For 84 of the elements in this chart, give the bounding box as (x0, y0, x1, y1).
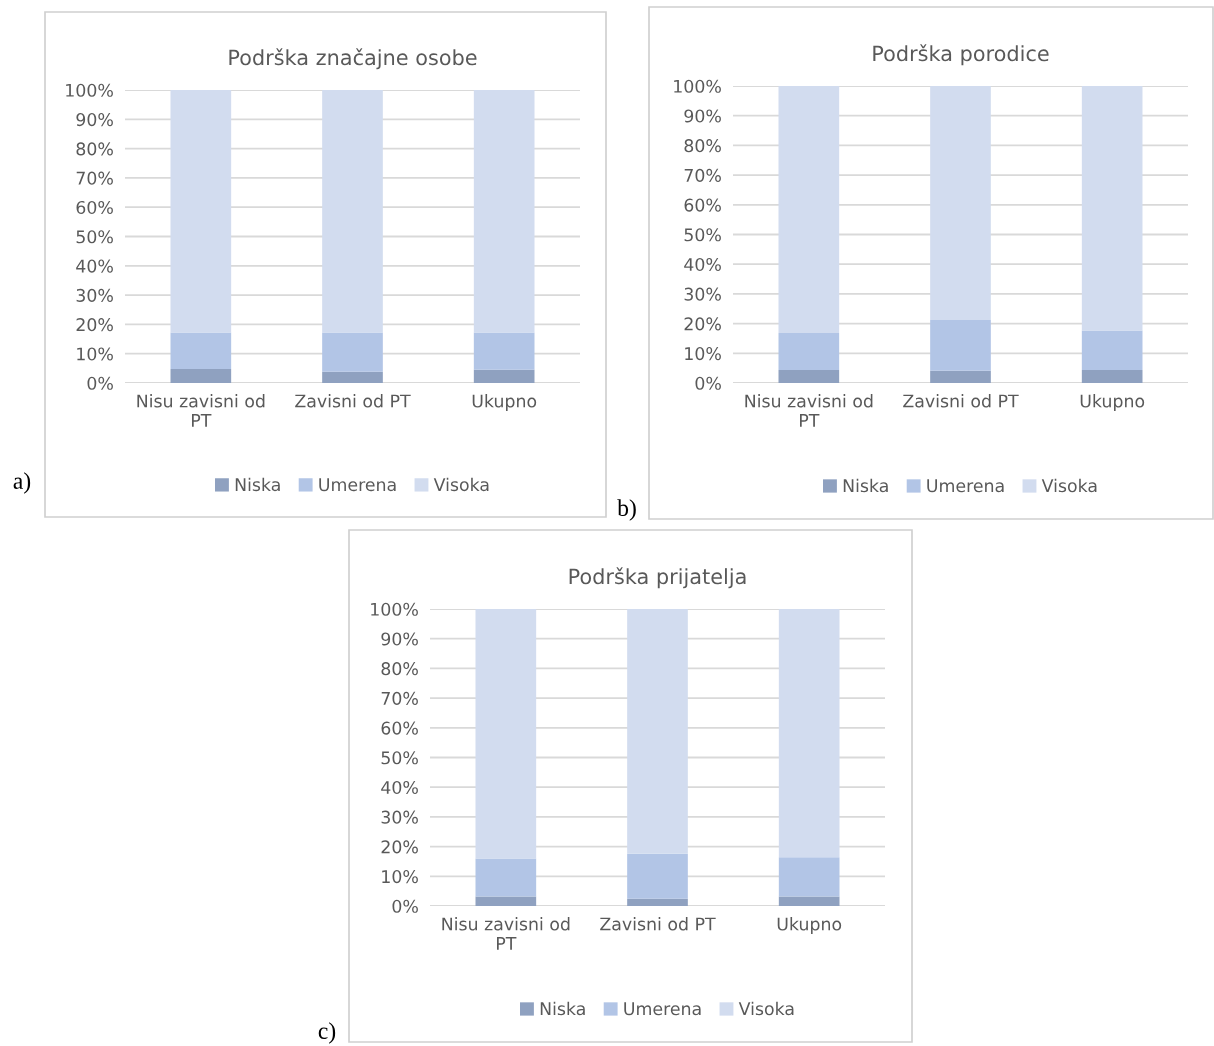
x-tick-label: Ukupno (472, 394, 537, 411)
bar (473, 90, 535, 333)
bar (778, 896, 840, 906)
y-tick-label: 20% (381, 840, 418, 854)
bar (475, 609, 537, 859)
text: a) (13, 472, 31, 494)
bar (170, 332, 232, 369)
legend-label: Niska (843, 478, 888, 493)
y-tick-label: 70% (76, 171, 113, 185)
bar (930, 86, 991, 321)
y-tick-label: 70% (381, 691, 418, 705)
x-tick-label: Ukupno (777, 917, 842, 934)
bar (170, 368, 232, 383)
y-tick-label: 0% (87, 376, 113, 390)
bar (1081, 330, 1143, 370)
y-tick-label: 90% (684, 109, 721, 123)
y-tick-label: 100% (371, 602, 418, 616)
legend-label: Niska (540, 1001, 585, 1016)
y-tick-label: 10% (685, 347, 721, 361)
legend-label: Umerena (927, 479, 1004, 493)
bar (627, 853, 688, 899)
bar (1081, 86, 1143, 331)
y-tick-label: 20% (76, 318, 113, 332)
y-tick-label: 30% (76, 288, 113, 302)
chart-title: Podrška prijatelja (569, 567, 746, 589)
x-tick-label: Nisu zavisni od PT (442, 917, 570, 950)
y-tick-label: 10% (382, 870, 418, 884)
y-tick-label: 80% (381, 662, 418, 676)
y-tick-label: 30% (381, 810, 418, 824)
bar (930, 370, 991, 383)
bar (473, 369, 535, 383)
legend-label: Niska (235, 477, 280, 492)
legend-label: Umerena (624, 1002, 701, 1016)
y-tick-label: 60% (381, 721, 418, 735)
bar (778, 609, 840, 858)
y-tick-label: 30% (684, 287, 721, 301)
bar (473, 332, 535, 370)
x-tick-label: Zavisni od PT (600, 917, 716, 931)
y-tick-label: 60% (76, 200, 113, 215)
y-tick-label: 90% (381, 632, 418, 646)
x-tick-label: Nisu zavisni od PT (745, 394, 873, 427)
y-tick-label: 20% (684, 317, 721, 331)
bar (930, 320, 991, 371)
text: c) (318, 1022, 336, 1044)
x-tick-label: Nisu zavisni od PT (137, 394, 265, 427)
y-tick-label: 0% (392, 899, 418, 913)
y-tick-label: 0% (695, 376, 721, 390)
bar (1081, 369, 1143, 383)
bar (778, 333, 840, 370)
legend-label: Umerena (319, 478, 396, 492)
bar (778, 86, 840, 334)
y-tick-label: 50% (76, 230, 113, 244)
y-tick-label: 70% (684, 168, 721, 182)
bar (475, 858, 537, 897)
y-tick-label: 40% (381, 780, 418, 795)
bar (627, 609, 688, 854)
legend-label: Visoka (738, 1001, 794, 1016)
x-tick-label: Ukupno (1080, 394, 1145, 411)
y-tick-label: 90% (76, 113, 113, 127)
chart-title: Podrška porodice (873, 44, 1049, 66)
y-tick-label: 100% (674, 79, 721, 93)
y-tick-label: 40% (76, 259, 113, 273)
x-tick-label: Zavisni od PT (903, 394, 1019, 408)
y-tick-label: 60% (684, 198, 721, 212)
y-tick-label: 80% (76, 142, 113, 156)
y-tick-label: 10% (77, 347, 113, 361)
bar (322, 332, 383, 372)
bar (778, 857, 840, 897)
text: b) (617, 499, 636, 521)
bar (322, 371, 383, 383)
legend-label: Visoka (433, 477, 489, 492)
legend-label: Visoka (1041, 478, 1097, 493)
bar (627, 898, 688, 906)
chart-title: Podrška značajne osobe (229, 48, 477, 70)
bar (475, 896, 537, 906)
y-tick-label: 40% (684, 257, 721, 272)
bar (778, 369, 840, 383)
bar (322, 90, 383, 333)
x-tick-label: Zavisni od PT (295, 394, 411, 408)
bar (170, 90, 232, 333)
y-tick-label: 100% (66, 83, 113, 97)
y-tick-label: 50% (684, 228, 721, 242)
y-tick-label: 50% (381, 751, 418, 765)
y-tick-label: 80% (684, 139, 721, 153)
